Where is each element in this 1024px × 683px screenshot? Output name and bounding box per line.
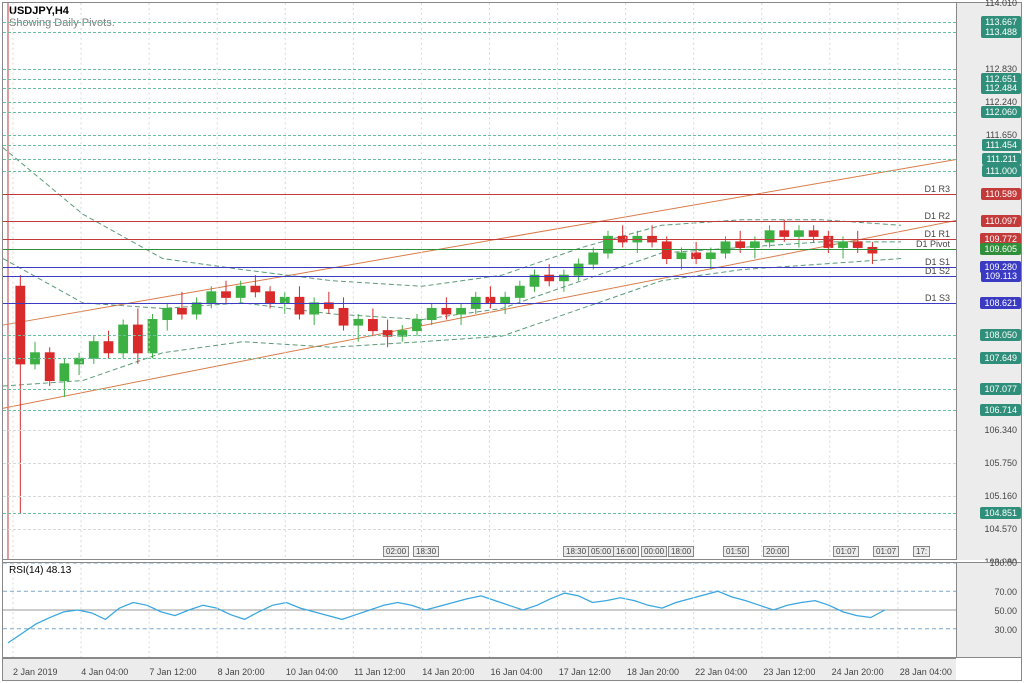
level-line: [3, 32, 956, 33]
time-tick-label: 2 Jan 2019: [13, 667, 58, 677]
price-level-label: 108.621: [980, 297, 1021, 309]
price-level-label: 110.589: [981, 188, 1021, 200]
level-line: [3, 145, 956, 146]
price-tick-label: 104.570: [984, 524, 1017, 534]
level-line: [3, 88, 956, 89]
price-level-label: 114.010: [985, 0, 1017, 8]
price-level-label: 111.211: [982, 153, 1021, 165]
time-tick-label: 10 Jan 04:00: [286, 667, 338, 677]
grid-line: [3, 529, 956, 530]
price-tick-label: 105.160: [984, 491, 1017, 501]
time-marker: 01:07: [833, 546, 859, 557]
price-level-label: 111.000: [982, 165, 1021, 177]
main-price-chart[interactable]: D1 R3D1 R2D1 R1D1 PivotD1 S1D1 S2D1 S302…: [3, 3, 956, 560]
rsi-tick-label: 30.00: [994, 625, 1017, 635]
price-level-label: 112.060: [981, 106, 1021, 118]
pivot-line: [3, 303, 956, 304]
level-line: [3, 410, 956, 411]
pivot-label: D1 Pivot: [916, 239, 950, 249]
price-level-label: 109.605: [980, 243, 1021, 255]
price-level-label: 107.077: [980, 383, 1021, 395]
time-tick-label: 23 Jan 12:00: [763, 667, 815, 677]
time-tick-label: 11 Jan 12:00: [354, 667, 405, 677]
price-level-label: 111.454: [982, 139, 1021, 151]
time-tick-label: 14 Jan 20:00: [422, 667, 474, 677]
time-tick-label: 18 Jan 20:00: [627, 667, 679, 677]
time-marker: 16:00: [613, 546, 639, 557]
pivot-label: D1 R2: [924, 211, 950, 221]
level-line: [3, 112, 956, 113]
level-line: [3, 171, 956, 172]
price-level-label: 107.649: [980, 352, 1021, 364]
pivot-line: [3, 239, 956, 240]
price-level-label: 104.851: [980, 507, 1021, 519]
time-marker: 02:00: [383, 546, 409, 557]
level-line: [3, 159, 956, 160]
time-tick-label: 16 Jan 04:00: [491, 667, 543, 677]
time-tick-label: 28 Jan 04:00: [900, 667, 952, 677]
rsi-indicator-pane[interactable]: RSI(14) 48.13: [3, 562, 956, 658]
rsi-y-axis: 30.0050.0070.00100.00: [956, 562, 1021, 658]
pivot-label: D1 S2: [925, 266, 950, 276]
price-y-axis: 113.667113.488112.651112.484112.060111.4…: [956, 3, 1021, 560]
price-chart-canvas: [3, 3, 956, 559]
level-line: [3, 389, 956, 390]
price-level-label: 108.050: [980, 329, 1021, 341]
time-tick-label: 8 Jan 20:00: [218, 667, 265, 677]
level-line: [3, 135, 956, 136]
price-level-label: 112.830: [985, 64, 1017, 74]
time-marker: 17:: [913, 546, 930, 557]
grid-line: [3, 430, 956, 431]
pivot-line: [3, 276, 956, 277]
price-level-label: 110.097: [981, 215, 1021, 227]
price-level-label: 111.650: [986, 130, 1017, 140]
time-marker: 18:30: [563, 546, 589, 557]
pivot-line: [3, 249, 956, 250]
time-tick-label: 7 Jan 12:00: [149, 667, 196, 677]
grid-line: [3, 463, 956, 464]
time-tick-label: 22 Jan 04:00: [695, 667, 747, 677]
time-tick-label: 4 Jan 04:00: [81, 667, 128, 677]
price-level-label: 112.240: [985, 97, 1017, 107]
level-line: [3, 102, 956, 103]
price-level-label: 109.113: [981, 270, 1021, 282]
time-tick-label: 24 Jan 20:00: [832, 667, 884, 677]
rsi-tick-label: 50.00: [994, 606, 1017, 616]
level-line: [3, 79, 956, 80]
rsi-canvas: [3, 563, 956, 657]
time-marker: 18:00: [668, 546, 694, 557]
time-marker: 00:00: [641, 546, 667, 557]
level-line: [3, 335, 956, 336]
price-level-label: 113.488: [981, 26, 1021, 38]
time-tick-label: 17 Jan 12:00: [559, 667, 611, 677]
level-line: [3, 513, 956, 514]
rsi-tick-label: 70.00: [994, 587, 1017, 597]
pivot-line: [3, 194, 956, 195]
price-level-label: 112.484: [981, 82, 1021, 94]
time-marker: 20:00: [763, 546, 789, 557]
level-line: [3, 358, 956, 359]
price-level-label: 106.714: [980, 404, 1021, 416]
time-marker: 01:07: [873, 546, 899, 557]
time-marker: 05:00: [588, 546, 614, 557]
grid-line: [3, 496, 956, 497]
pivot-label: D1 S3: [925, 293, 950, 303]
rsi-tick-label: 100.00: [989, 558, 1017, 568]
chart-container: USDJPY,H4 Showing Daily Pivots. D1 R3D1 …: [2, 2, 1022, 681]
price-tick-label: 106.340: [984, 425, 1017, 435]
level-line: [3, 22, 956, 23]
price-tick-label: 105.750: [984, 458, 1017, 468]
time-x-axis: 2 Jan 2019 4 Jan 04:00 7 Jan 12:00 8 Jan 20…: [3, 658, 956, 680]
pivot-label: D1 R3: [924, 184, 950, 194]
time-marker: 18:30: [413, 546, 439, 557]
level-line: [3, 69, 956, 70]
pivot-line: [3, 267, 956, 268]
pivot-line: [3, 221, 956, 222]
time-marker: 01:50: [723, 546, 749, 557]
